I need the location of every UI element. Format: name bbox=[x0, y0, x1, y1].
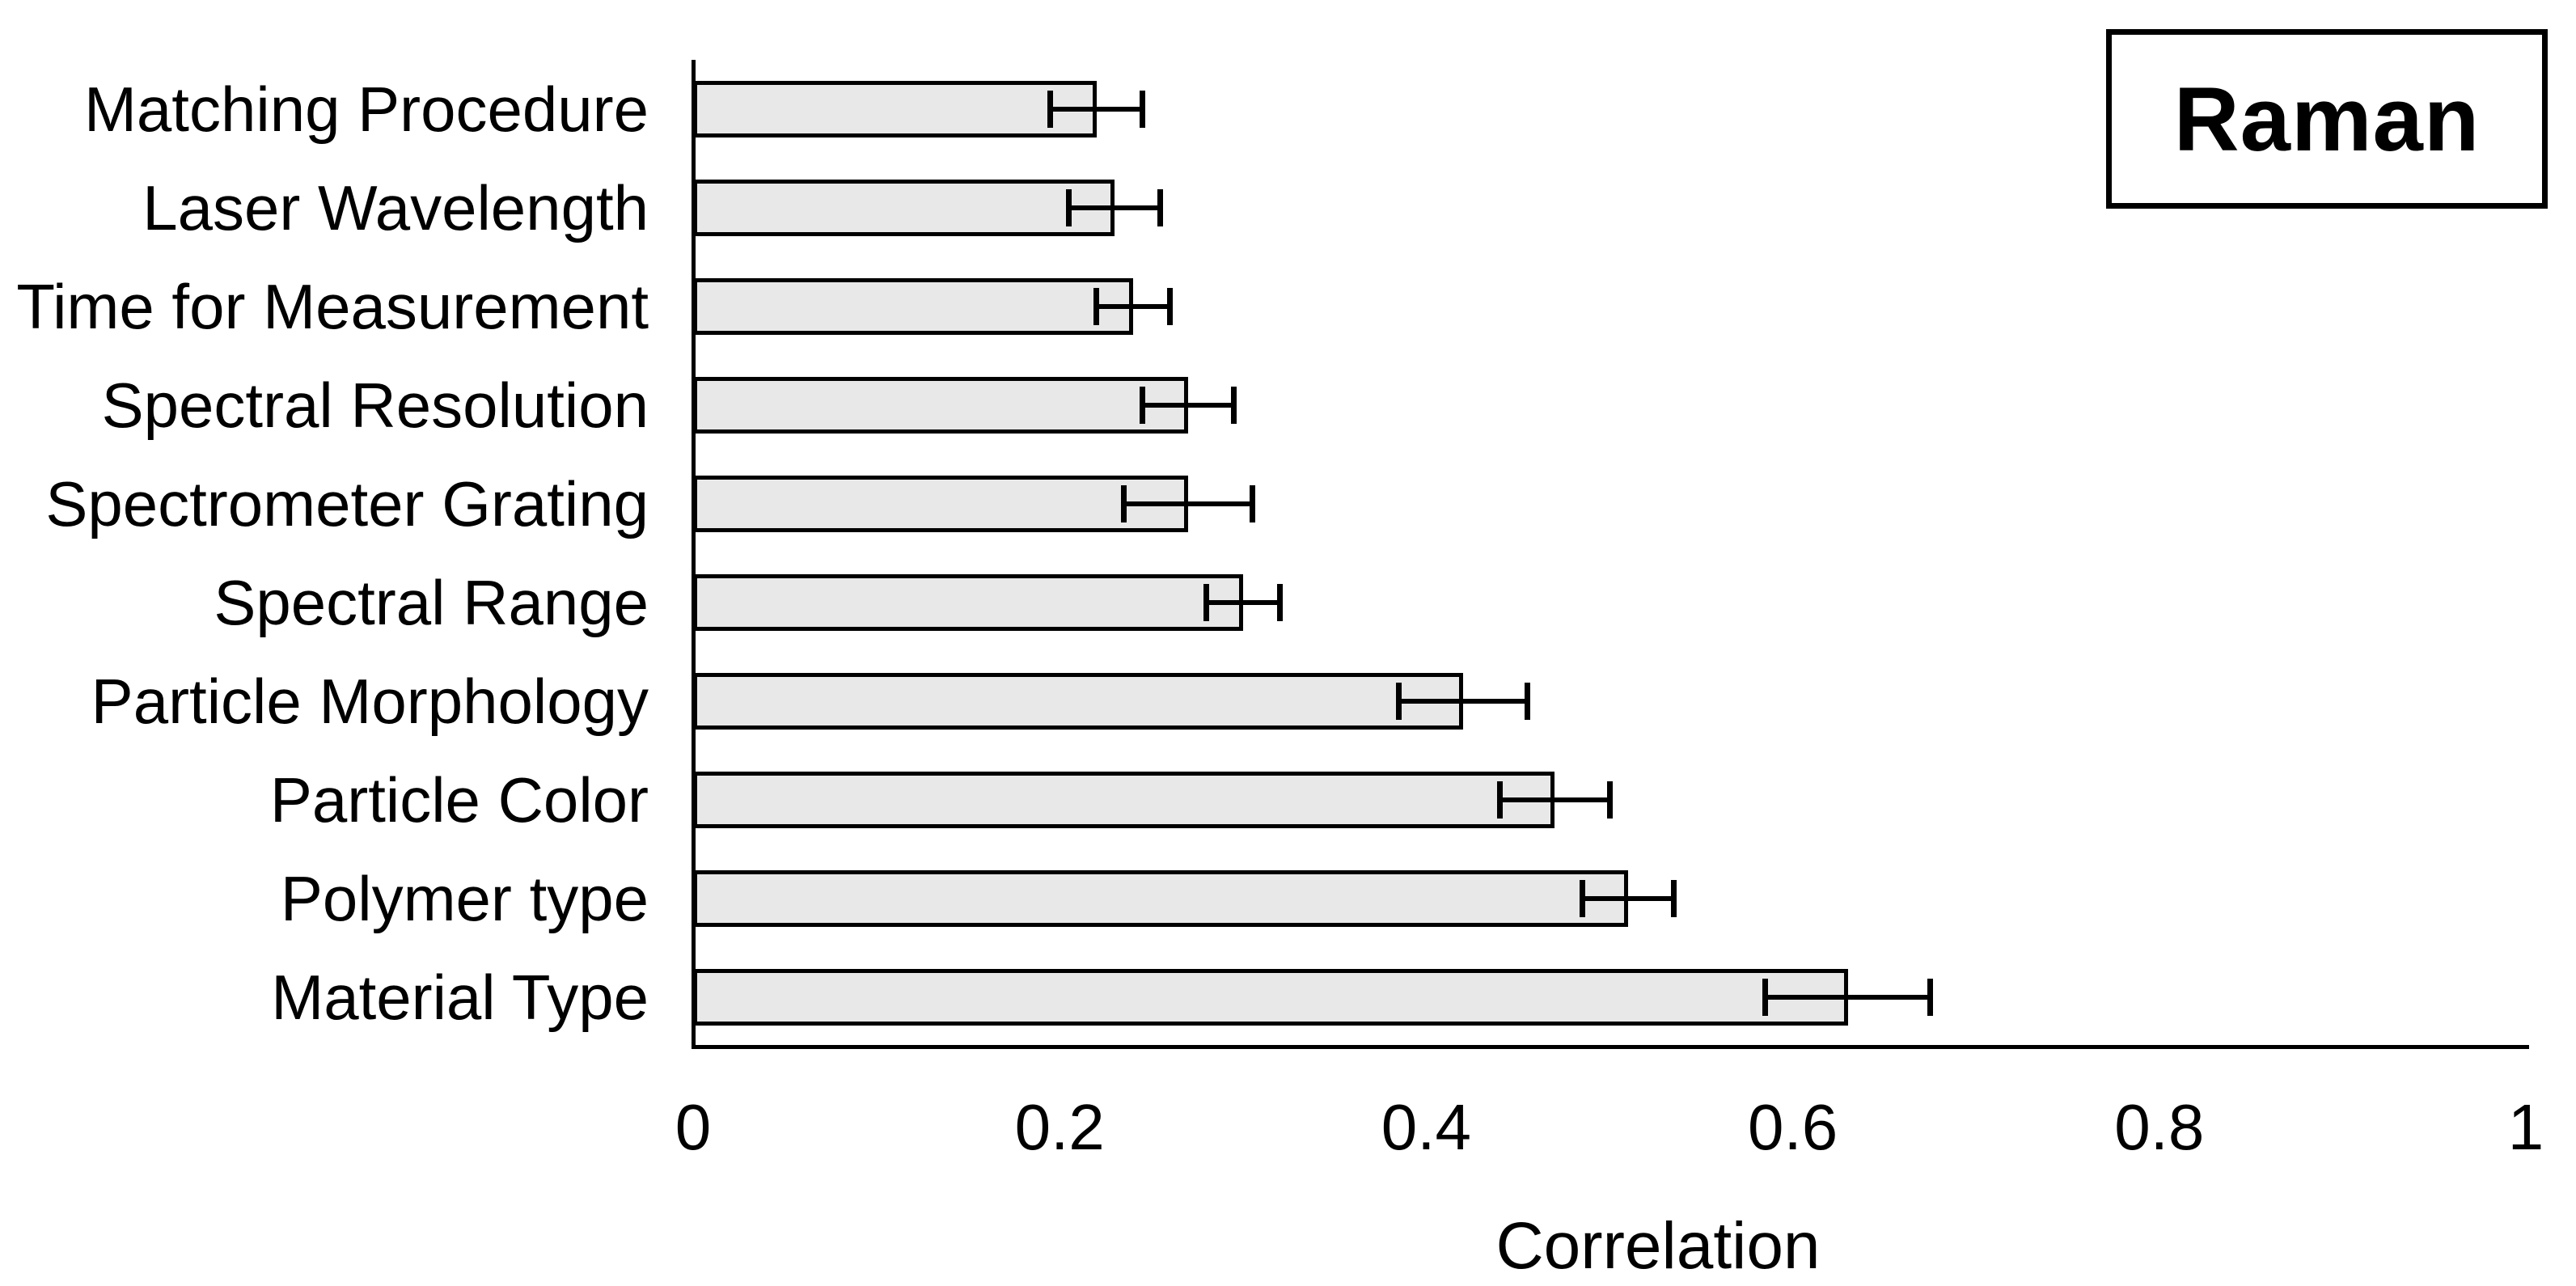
error-cap-right-spectral-resolution bbox=[1230, 387, 1237, 424]
bar-spectrometer-grating bbox=[693, 476, 1188, 532]
error-cap-left-particle-morphology bbox=[1395, 683, 1402, 720]
error-cap-left-spectral-resolution bbox=[1139, 387, 1145, 424]
error-cap-right-material-type bbox=[1927, 979, 1934, 1016]
bar-spectral-range bbox=[693, 574, 1243, 631]
category-label-time-for-measurement: Time for Measurement bbox=[16, 271, 649, 342]
error-cap-left-laser-wavelength bbox=[1066, 189, 1072, 226]
error-bar-spectral-resolution bbox=[1142, 403, 1234, 408]
error-bar-material-type bbox=[1765, 995, 1931, 1000]
category-label-particle-color: Particle Color bbox=[269, 764, 649, 835]
error-cap-left-spectrometer-grating bbox=[1121, 485, 1127, 522]
y-axis-line bbox=[692, 60, 696, 1047]
error-bar-matching-procedure bbox=[1050, 107, 1143, 112]
error-cap-right-polymer-type bbox=[1670, 880, 1677, 917]
category-label-spectral-resolution: Spectral Resolution bbox=[101, 370, 649, 441]
error-cap-left-matching-procedure bbox=[1047, 91, 1054, 128]
bar-material-type bbox=[693, 969, 1848, 1026]
error-cap-right-spectral-range bbox=[1276, 584, 1283, 621]
error-cap-right-particle-morphology bbox=[1524, 683, 1530, 720]
error-cap-left-time-for-measurement bbox=[1093, 288, 1100, 325]
panel-label-text: Raman bbox=[2173, 68, 2481, 170]
x-axis-line bbox=[692, 1045, 2529, 1049]
error-cap-right-time-for-measurement bbox=[1166, 288, 1173, 325]
error-bar-spectral-range bbox=[1206, 600, 1280, 605]
bar-particle-color bbox=[693, 772, 1555, 828]
error-bar-laser-wavelength bbox=[1068, 205, 1161, 210]
x-tick-label-1: 1 bbox=[2507, 1091, 2544, 1163]
error-cap-left-spectral-range bbox=[1203, 584, 1209, 621]
category-label-polymer-type: Polymer type bbox=[280, 863, 649, 934]
category-label-spectral-range: Spectral Range bbox=[214, 567, 649, 638]
x-axis-title: Correlation bbox=[1495, 1209, 1821, 1283]
error-cap-right-spectrometer-grating bbox=[1249, 485, 1255, 522]
error-cap-left-particle-color bbox=[1496, 781, 1503, 819]
x-tick-label-0-8: 0.8 bbox=[2114, 1091, 2205, 1163]
x-tick-label-0: 0 bbox=[675, 1091, 712, 1163]
x-tick-label-0-6: 0.6 bbox=[1747, 1091, 1838, 1163]
error-cap-right-matching-procedure bbox=[1139, 91, 1145, 128]
category-label-laser-wavelength: Laser Wavelength bbox=[142, 172, 649, 243]
bar-matching-procedure bbox=[693, 81, 1097, 137]
bar-polymer-type bbox=[693, 870, 1628, 927]
category-label-matching-procedure: Matching Procedure bbox=[83, 74, 649, 145]
x-tick-label-0-4: 0.4 bbox=[1381, 1091, 1471, 1163]
category-label-material-type: Material Type bbox=[271, 962, 649, 1033]
error-cap-left-polymer-type bbox=[1579, 880, 1585, 917]
bar-spectral-resolution bbox=[693, 377, 1188, 434]
error-bar-particle-color bbox=[1499, 797, 1609, 802]
error-bar-spectrometer-grating bbox=[1123, 501, 1253, 506]
category-label-spectrometer-grating: Spectrometer Grating bbox=[45, 468, 649, 539]
error-bar-particle-morphology bbox=[1398, 699, 1528, 704]
bar-particle-morphology bbox=[693, 673, 1463, 730]
category-label-particle-morphology: Particle Morphology bbox=[91, 666, 649, 737]
error-cap-right-particle-color bbox=[1606, 781, 1613, 819]
error-bar-time-for-measurement bbox=[1096, 304, 1170, 309]
error-cap-right-laser-wavelength bbox=[1157, 189, 1164, 226]
panel-label-box: Raman bbox=[2106, 29, 2548, 209]
error-cap-left-material-type bbox=[1762, 979, 1769, 1016]
bar-laser-wavelength bbox=[693, 180, 1115, 236]
error-bar-polymer-type bbox=[1582, 896, 1674, 901]
x-tick-label-0-2: 0.2 bbox=[1014, 1091, 1105, 1163]
bar-time-for-measurement bbox=[693, 278, 1133, 335]
